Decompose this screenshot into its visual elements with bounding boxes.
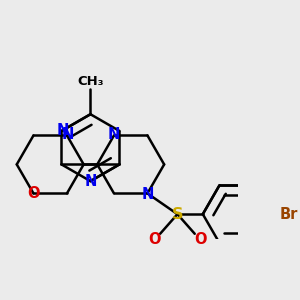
Text: N: N <box>61 128 74 142</box>
Text: N: N <box>108 127 120 142</box>
Text: S: S <box>172 207 183 222</box>
Text: N: N <box>84 174 97 189</box>
Text: CH₃: CH₃ <box>77 75 104 88</box>
Text: O: O <box>148 232 160 247</box>
Text: N: N <box>142 187 154 202</box>
Text: O: O <box>194 232 207 247</box>
Text: Br: Br <box>280 207 298 222</box>
Text: N: N <box>56 124 69 139</box>
Text: O: O <box>27 186 39 201</box>
